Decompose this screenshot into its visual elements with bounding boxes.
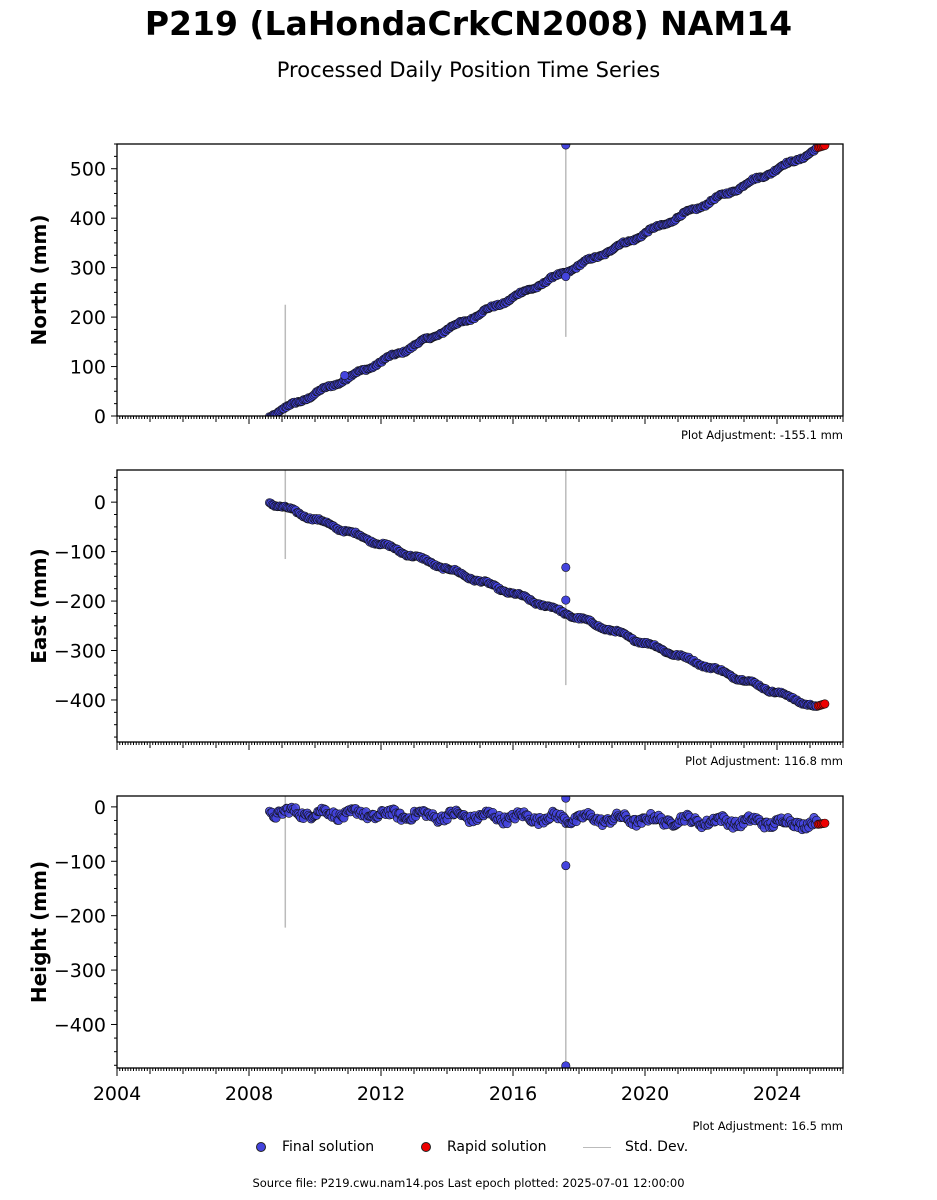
final-outlier-point — [561, 796, 571, 803]
y-tick-label: −300 — [54, 641, 106, 663]
rapid-point — [820, 144, 830, 150]
plot-area-north — [265, 144, 830, 416]
legend-rapid-label: Rapid solution — [447, 1139, 547, 1155]
final-outlier-point — [340, 370, 350, 380]
y-tick-label: −400 — [54, 1014, 106, 1036]
legend-final: Final solution — [256, 1136, 374, 1158]
rapid-solution-marker-icon — [421, 1142, 431, 1152]
panel-north: 0 100 200 300 400 500 North (mm) Plot Adjustmen… — [27, 143, 844, 442]
final-outlier-point — [561, 861, 571, 871]
x-tick-label: 2012 — [357, 1083, 405, 1105]
legend: Final solution Rapid solution Std. Dev. — [0, 1136, 937, 1158]
plot-area-east — [264, 470, 830, 711]
y-axis-label: Height (mm) — [27, 861, 51, 1003]
panel-frame — [116, 143, 844, 417]
plot-adjustment-note: Plot Adjustment: -155.1 mm — [681, 428, 843, 442]
y-tick-label: 0 — [94, 406, 106, 428]
legend-rapid: Rapid solution — [421, 1136, 547, 1158]
final-outlier-point — [561, 1061, 571, 1068]
chart-title: P219 (LaHondaCrkCN2008) NAM14 — [144, 4, 793, 43]
y-axis-label: North (mm) — [27, 214, 51, 345]
final-outlier-point — [561, 595, 571, 605]
y-tick-label: 100 — [70, 357, 106, 379]
y-tick-label: 400 — [70, 208, 106, 230]
y-axis-label: East (mm) — [27, 548, 51, 664]
y-tick-label: −100 — [54, 542, 106, 564]
panel-frame — [116, 795, 844, 1069]
final-outlier-point — [561, 562, 571, 572]
final-outlier-point — [561, 272, 571, 282]
final-outlier-point — [561, 144, 571, 150]
panel-frame — [116, 469, 844, 743]
y-tick-label: −200 — [54, 591, 106, 613]
legend-final-label: Final solution — [282, 1139, 375, 1155]
x-tick-label: 2024 — [753, 1083, 801, 1105]
plot-adjustment-note: Plot Adjustment: 16.5 mm — [692, 1119, 843, 1133]
y-tick-label: 300 — [70, 258, 106, 280]
y-tick-label: 200 — [70, 307, 106, 329]
y-tick-label: 0 — [94, 797, 106, 819]
x-tick-label: 2020 — [621, 1083, 669, 1105]
plot-adjustment-note: Plot Adjustment: 116.8 mm — [685, 754, 843, 768]
legend-stddev: Std. Dev. — [583, 1136, 688, 1158]
legend-stddev-label: Std. Dev. — [625, 1139, 689, 1155]
plot-area-height — [264, 796, 830, 1068]
y-tick-label: −400 — [54, 690, 106, 712]
std-dev-line-icon — [583, 1146, 611, 1148]
panel-height: −400 −300 −200 −100 0 2004 2008 2012 2016 2020 202… — [27, 795, 844, 1133]
x-tick-label: 2008 — [225, 1083, 273, 1105]
x-tick-label: 2004 — [93, 1083, 141, 1105]
rapid-point — [820, 818, 830, 828]
x-tick-label: 2016 — [489, 1083, 537, 1105]
y-tick-label: 500 — [70, 159, 106, 181]
source-footer: Source file: P219.cwu.nam14.pos Last epo… — [252, 1176, 685, 1190]
y-tick-label: −200 — [54, 906, 106, 928]
rapid-point — [820, 699, 830, 709]
chart-subtitle: Processed Daily Position Time Series — [276, 58, 661, 82]
y-tick-label: 0 — [94, 492, 106, 514]
y-tick-label: −300 — [54, 960, 106, 982]
final-solution-marker-icon — [256, 1142, 266, 1152]
panel-east: −400 −300 −200 −100 0 East (mm) Plot Adjustmen… — [27, 469, 844, 768]
y-tick-label: −100 — [54, 851, 106, 873]
